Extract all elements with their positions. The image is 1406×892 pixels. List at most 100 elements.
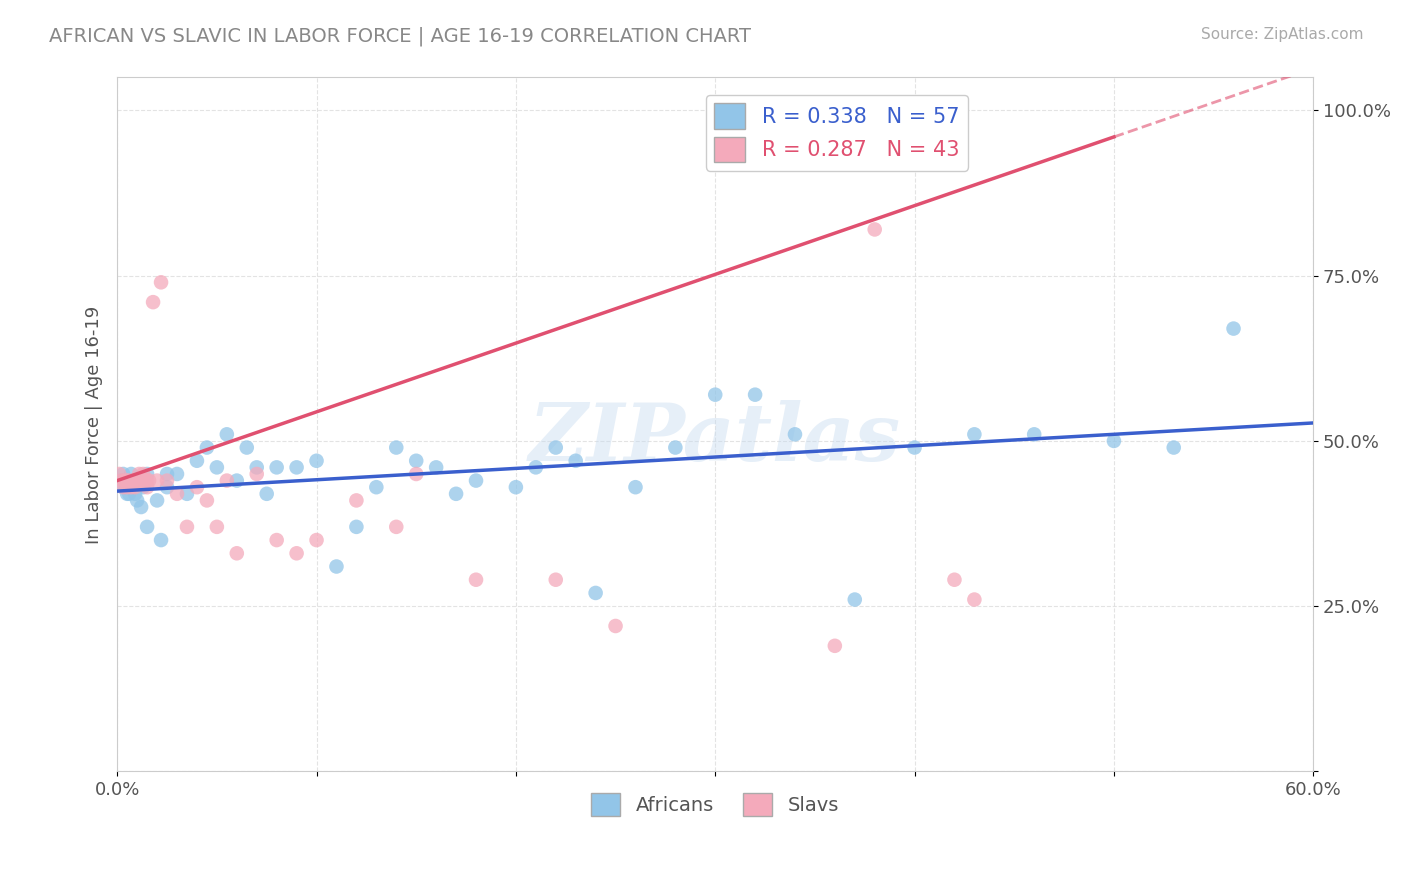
Point [110,474,132,488]
Point [112,480,135,494]
Point [136,474,159,488]
Point [114,480,136,494]
Point [166,467,188,481]
Point [246,460,269,475]
Y-axis label: In Labor Force | Age 16-19: In Labor Force | Age 16-19 [86,305,103,543]
Point [605,619,627,633]
Point [266,533,288,547]
Point [114,474,136,488]
Point [122,474,145,488]
Point [115,480,138,494]
Point [205,520,228,534]
Point [122,474,145,488]
Point [844,592,866,607]
Point [585,586,607,600]
Point [385,520,408,534]
Point [146,474,169,488]
Point [624,480,647,494]
Point [142,295,165,310]
Point [128,467,150,481]
Point [127,474,149,488]
Point [425,460,447,475]
Point [124,487,146,501]
Point [903,441,925,455]
Point [246,467,269,481]
Point [385,441,408,455]
Point [405,467,427,481]
Point [215,474,238,488]
Point [205,460,228,475]
Point [129,474,152,488]
Point [1163,441,1185,455]
Point [195,441,218,455]
Point [124,480,146,494]
Point [305,533,328,547]
Point [195,493,218,508]
Point [524,460,547,475]
Point [120,480,142,494]
Point [112,467,135,481]
Point [344,520,367,534]
Point [256,487,278,501]
Point [1024,427,1046,442]
Point [215,427,238,442]
Point [963,427,986,442]
Point [176,520,198,534]
Point [305,454,328,468]
Point [1222,321,1244,335]
Point [115,487,138,501]
Point [544,573,567,587]
Point [150,533,173,547]
Point [108,467,131,481]
Point [132,480,155,494]
Point [505,480,527,494]
Text: Source: ZipAtlas.com: Source: ZipAtlas.com [1201,27,1364,42]
Legend: Africans, Slavs: Africans, Slavs [583,785,848,824]
Point [325,559,347,574]
Point [129,500,152,514]
Point [1102,434,1125,448]
Point [150,276,173,290]
Point [544,441,567,455]
Point [824,639,846,653]
Point [783,427,806,442]
Text: ZIPatlas: ZIPatlas [529,400,901,477]
Point [166,487,188,501]
Point [136,467,159,481]
Point [118,474,141,488]
Point [564,454,586,468]
Point [186,480,208,494]
Point [963,592,986,607]
Point [236,441,259,455]
Point [134,474,156,488]
Point [132,467,155,481]
Point [176,487,198,501]
Point [943,573,966,587]
Point [405,454,427,468]
Point [285,460,308,475]
Point [115,474,138,488]
Point [110,474,132,488]
Point [156,467,179,481]
Text: AFRICAN VS SLAVIC IN LABOR FORCE | AGE 16-19 CORRELATION CHART: AFRICAN VS SLAVIC IN LABOR FORCE | AGE 1… [49,27,751,46]
Point [344,493,367,508]
Point [136,520,159,534]
Point [366,480,388,494]
Point [112,480,135,494]
Point [127,493,149,508]
Point [225,474,247,488]
Point [444,487,467,501]
Point [704,387,727,401]
Point [186,454,208,468]
Point [138,474,160,488]
Point [136,480,159,494]
Point [120,467,142,481]
Point [465,474,488,488]
Point [115,474,138,488]
Point [225,546,247,560]
Point [118,487,141,501]
Point [156,480,179,494]
Point [146,493,169,508]
Point [266,460,288,475]
Point [465,573,488,587]
